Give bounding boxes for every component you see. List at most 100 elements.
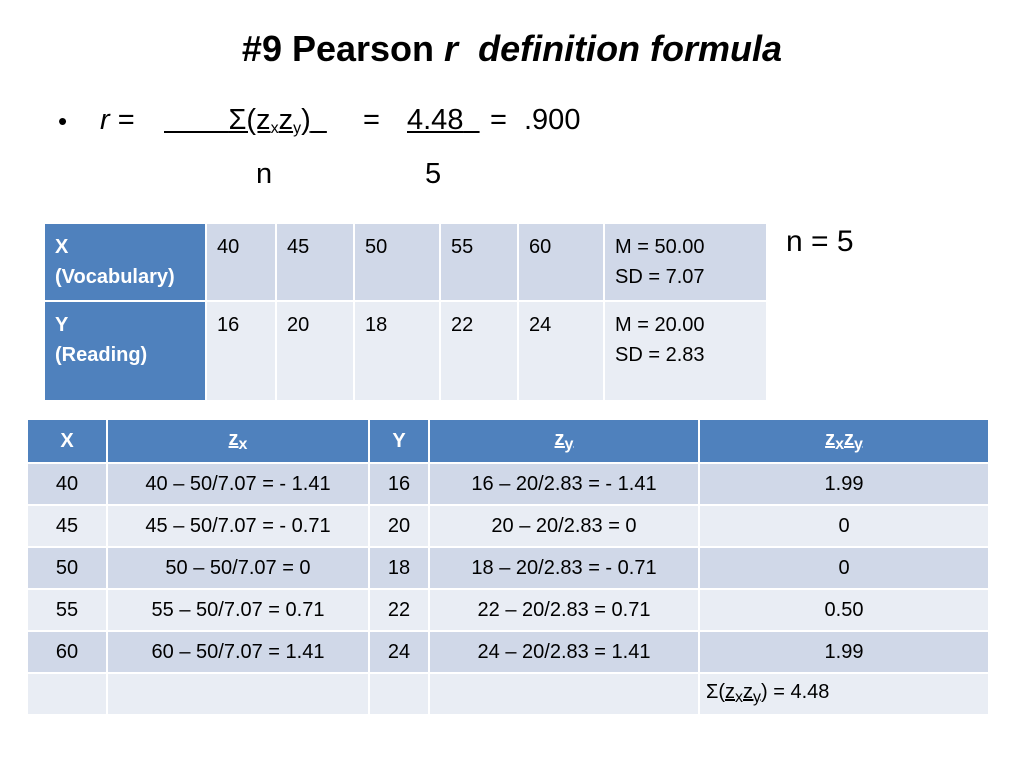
table-cell: 55 — [439, 222, 519, 302]
header-z: z — [228, 428, 239, 450]
formula-z: z — [278, 104, 294, 136]
cell-x: 60 — [26, 630, 108, 674]
cell-zy: 20 – 20/2.83 = 0 — [428, 504, 700, 548]
cell-y: 16 — [368, 462, 430, 506]
cell-x: 50 — [26, 546, 108, 590]
cell-zy: 18 – 20/2.83 = - 0.71 — [428, 546, 700, 590]
cell-zy: 24 – 20/2.83 = 1.41 — [428, 630, 700, 674]
sum-prefix: Σ( — [706, 681, 726, 703]
formula-r-label: r — [100, 104, 110, 136]
header-sub: y — [564, 436, 574, 453]
table-row: Y (Reading) 16 20 18 22 24 M = 20.00 SD = … — [43, 300, 768, 402]
header-sub: x — [835, 436, 844, 453]
formula-close: ) — [301, 104, 311, 136]
numerator-value-text: 4.48 — [407, 104, 464, 136]
cell-zx: 50 – 50/7.07 = 0 — [106, 546, 370, 590]
cell-zx: 60 – 50/7.07 = 1.41 — [106, 630, 370, 674]
formula-sub-y: y — [293, 120, 302, 137]
formula-lhs: r = — [100, 104, 135, 137]
stats-line: SD = 2.83 — [615, 344, 705, 366]
formula-eq2: = — [363, 104, 380, 136]
stats-line: M = 50.00 — [615, 236, 705, 258]
cell-product: 1.99 — [698, 462, 990, 506]
title-suffix: definition formula — [478, 28, 783, 69]
table-cell: 20 — [275, 300, 355, 402]
table-row: 60 60 – 50/7.07 = 1.41 24 24 – 20/2.83 =… — [26, 630, 990, 674]
sum-sub: y — [753, 689, 762, 706]
table-cell: 60 — [517, 222, 605, 302]
table-row: 40 40 – 50/7.07 = - 1.41 16 16 – 20/2.83… — [26, 462, 990, 506]
stats-line: SD = 7.07 — [615, 266, 705, 288]
header-z: z — [554, 428, 565, 450]
header-sub: y — [854, 436, 863, 453]
empty-cell — [428, 672, 700, 716]
table-row: X (Vocabulary) 40 45 50 55 60 M = 50.00 SD… — [43, 222, 768, 302]
cell-x: 55 — [26, 588, 108, 632]
table-row: 45 45 – 50/7.07 = - 0.71 20 20 – 20/2.83… — [26, 504, 990, 548]
table-cell: 22 — [439, 300, 519, 402]
sum-z: z — [725, 681, 736, 703]
formula-eq3: = — [490, 104, 507, 136]
formula-sub-x: x — [270, 120, 279, 137]
header-line: X — [55, 236, 69, 258]
cell-x: 40 — [26, 462, 108, 506]
cell-zx: 40 – 50/7.07 = - 1.41 — [106, 462, 370, 506]
title-prefix: #9 Pearson — [241, 28, 445, 69]
formula-numerator-value: 4.48 — [407, 104, 480, 137]
cell-x: 45 — [26, 504, 108, 548]
col-header-x: X — [26, 418, 108, 464]
cell-zy: 16 – 20/2.83 = - 1.41 — [428, 462, 700, 506]
sum-sub: x — [735, 689, 744, 706]
header-line: (Vocabulary) — [55, 266, 175, 288]
table-cell: 50 — [353, 222, 441, 302]
col-header-zx: zx — [106, 418, 370, 464]
title-r: r — [444, 28, 459, 69]
header-z: z — [825, 428, 836, 450]
table-cell: 45 — [275, 222, 355, 302]
formula-eq1: = — [117, 104, 135, 136]
row-header-y: Y (Reading) — [43, 300, 207, 402]
cell-product: 0 — [698, 504, 990, 548]
cell-y: 22 — [368, 588, 430, 632]
stats-line: M = 20.00 — [615, 314, 705, 336]
formula-sigma: Σ(z — [228, 104, 271, 136]
header-z: z — [844, 428, 854, 450]
empty-cell — [26, 672, 108, 716]
table-cell: 18 — [353, 300, 441, 402]
sum-cell: Σ(zxzy) = 4.48 — [698, 672, 990, 716]
row-header-x: X (Vocabulary) — [43, 222, 207, 302]
col-header-y: Y — [368, 418, 430, 464]
cell-product: 1.99 — [698, 630, 990, 674]
zscore-table: X zx Y zy zxzy 40 40 – 50/7.07 = - 1.41 … — [26, 418, 990, 716]
sum-z: z — [743, 681, 754, 703]
table-row: 55 55 – 50/7.07 = 0.71 22 22 – 20/2.83 =… — [26, 588, 990, 632]
cell-y: 18 — [368, 546, 430, 590]
col-header-zy: zy — [428, 418, 700, 464]
stats-cell: M = 50.00 SD = 7.07 — [603, 222, 768, 302]
header-line: Y — [55, 314, 69, 336]
table-cell: 40 — [205, 222, 277, 302]
formula-numerator: Σ(zxzy) — [164, 104, 327, 138]
formula-block: • r = Σ(zxzy) = 4.48 = .900 n 5 — [58, 104, 758, 204]
slide-title: #9 Pearson r definition formula — [0, 28, 1024, 70]
cell-product: 0.50 — [698, 588, 990, 632]
raw-data-table: X (Vocabulary) 40 45 50 55 60 M = 50.00 SD… — [43, 222, 768, 402]
empty-cell — [106, 672, 370, 716]
formula-denominator-value: 5 — [425, 158, 442, 190]
table-header-row: X zx Y zy zxzy — [26, 418, 990, 464]
cell-zy: 22 – 20/2.83 = 0.71 — [428, 588, 700, 632]
table-row: 50 50 – 50/7.07 = 0 18 18 – 20/2.83 = - … — [26, 546, 990, 590]
cell-zx: 45 – 50/7.07 = - 0.71 — [106, 504, 370, 548]
n-label: n = 5 — [786, 225, 854, 258]
header-line: (Reading) — [55, 344, 148, 366]
bullet-icon: • — [58, 106, 68, 136]
cell-y: 24 — [368, 630, 430, 674]
sum-suffix: ) = 4.48 — [761, 681, 830, 703]
sum-row: Σ(zxzy) = 4.48 — [26, 672, 990, 716]
table-cell: 16 — [205, 300, 277, 402]
col-header-product: zxzy — [698, 418, 990, 464]
table-cell: 24 — [517, 300, 605, 402]
stats-cell: M = 20.00 SD = 2.83 — [603, 300, 768, 402]
cell-y: 20 — [368, 504, 430, 548]
formula-result: .900 — [524, 104, 581, 136]
